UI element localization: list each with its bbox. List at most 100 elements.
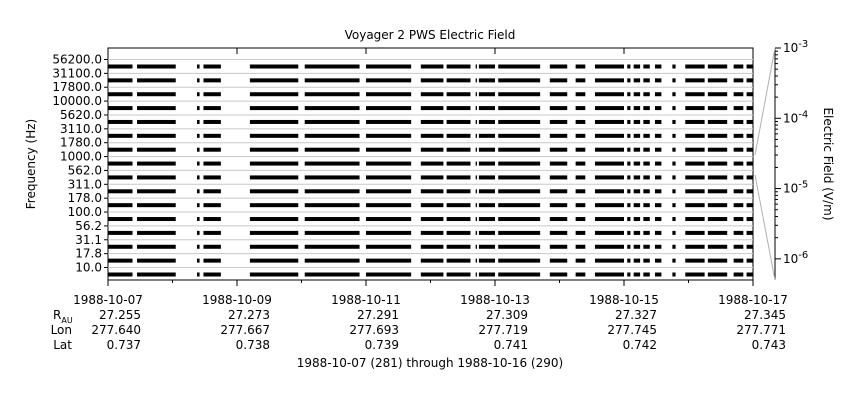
data-segment <box>304 175 360 180</box>
data-segment <box>108 78 133 83</box>
data-segment <box>549 258 568 263</box>
data-segment <box>203 244 221 249</box>
data-segment <box>549 119 568 124</box>
colorbar-tick-label: 10-3 <box>783 39 808 55</box>
data-segment <box>685 161 705 166</box>
data-segment <box>366 230 412 235</box>
data-segment <box>137 78 176 83</box>
x-tick-label-lon: 277.771 <box>736 323 786 337</box>
data-segment <box>575 258 586 263</box>
data-segment <box>672 203 676 208</box>
data-segment <box>549 230 568 235</box>
data-segment <box>627 230 631 235</box>
data-segment <box>733 189 744 194</box>
data-segment <box>304 189 360 194</box>
data-segment <box>672 119 676 124</box>
data-segment <box>108 119 133 124</box>
data-segment <box>249 161 299 166</box>
data-segment <box>446 203 471 208</box>
data-segment <box>627 133 631 138</box>
x-tick-label-r: 27.327 <box>615 308 657 322</box>
data-segment <box>594 175 624 180</box>
data-segment <box>733 133 744 138</box>
frequency-rows <box>108 59 753 277</box>
data-segment <box>643 272 650 277</box>
data-segment <box>707 92 728 97</box>
data-segment <box>197 272 200 277</box>
data-segment <box>643 64 650 69</box>
data-segment <box>549 272 568 277</box>
x-tick-label-lat: 0.742 <box>623 338 657 352</box>
data-segment <box>478 189 495 194</box>
data-segment <box>672 175 676 180</box>
data-segment <box>108 230 133 235</box>
row-label-lon: Lon <box>51 323 72 337</box>
x-tick-label-lon: 277.667 <box>220 323 270 337</box>
data-segment <box>249 106 299 111</box>
data-segment <box>420 64 444 69</box>
data-segment <box>366 244 412 249</box>
data-segment <box>575 175 586 180</box>
data-segment <box>420 244 444 249</box>
data-segment <box>627 189 631 194</box>
data-segment <box>108 189 133 194</box>
y-tick-label: 56200.0 <box>52 53 102 67</box>
data-segment <box>707 203 728 208</box>
data-segment <box>746 189 753 194</box>
data-segment <box>137 106 176 111</box>
data-segment <box>137 189 176 194</box>
data-segment <box>575 161 586 166</box>
x-tick-label-lat: 0.738 <box>236 338 270 352</box>
data-segment <box>707 272 728 277</box>
data-segment <box>478 217 495 222</box>
data-segment <box>137 64 176 69</box>
data-segment <box>707 119 728 124</box>
data-segment <box>478 147 495 152</box>
data-segment <box>366 78 412 83</box>
data-segment <box>672 272 676 277</box>
data-segment <box>594 189 624 194</box>
data-segment <box>633 217 641 222</box>
data-segment <box>304 203 360 208</box>
data-segment <box>733 161 744 166</box>
x-tick-label-lat: 0.739 <box>365 338 399 352</box>
data-segment <box>575 64 586 69</box>
data-segment <box>108 161 133 166</box>
data-segment <box>304 106 360 111</box>
data-segment <box>633 106 641 111</box>
data-segment <box>549 203 568 208</box>
data-segment <box>746 106 753 111</box>
data-segment <box>249 217 299 222</box>
data-segment <box>707 258 728 263</box>
data-segment <box>420 161 444 166</box>
data-segment <box>108 64 133 69</box>
colorbar-label: Electric Field (V/m) <box>821 107 835 220</box>
data-segment <box>733 64 744 69</box>
data-segment <box>108 106 133 111</box>
data-segment <box>733 92 744 97</box>
data-segment <box>420 203 444 208</box>
data-segment <box>498 272 541 277</box>
data-segment <box>685 78 705 83</box>
data-segment <box>594 244 624 249</box>
data-segment <box>643 244 650 249</box>
data-segment <box>197 78 200 83</box>
data-segment <box>672 244 676 249</box>
data-segment <box>627 217 631 222</box>
data-segment <box>203 64 221 69</box>
data-segment <box>685 119 705 124</box>
data-segment <box>654 64 662 69</box>
y-tick-label: 3110.0 <box>60 122 102 136</box>
data-segment <box>549 175 568 180</box>
data-segment <box>197 203 200 208</box>
data-segment <box>594 78 624 83</box>
data-segment <box>203 106 221 111</box>
data-segment <box>746 78 753 83</box>
data-segment <box>498 258 541 263</box>
data-segment <box>108 272 133 277</box>
data-segment <box>633 203 641 208</box>
data-segment <box>654 203 662 208</box>
data-segment <box>575 203 586 208</box>
data-segment <box>575 272 586 277</box>
